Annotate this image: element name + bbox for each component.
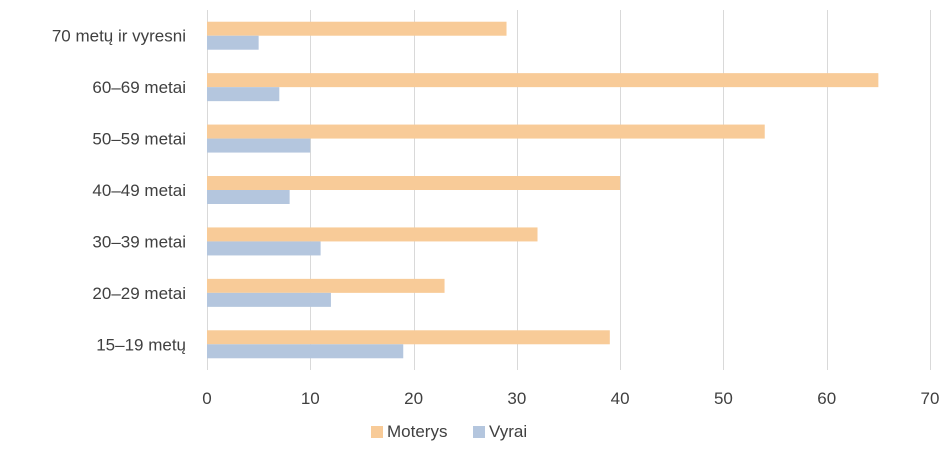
legend-label: Vyrai: [489, 422, 527, 441]
x-tick-label: 0: [202, 389, 211, 408]
bar-vyrai: [207, 344, 403, 358]
x-tick-label: 30: [507, 389, 526, 408]
x-tick-label: 70: [921, 389, 940, 408]
category-label: 30–39 metai: [92, 232, 186, 251]
bar-vyrai: [207, 241, 321, 255]
category-labels: 15–19 metų 20–29 metai 30–39 metai 40–49 me…: [52, 27, 186, 355]
bar-vyrai: [207, 36, 259, 50]
category-label: 15–19 metų: [96, 335, 186, 354]
bar-moterys: [207, 227, 538, 241]
bar-moterys: [207, 73, 878, 87]
bar-moterys: [207, 125, 765, 139]
category-label: 20–29 metai: [92, 284, 186, 303]
category-label: 50–59 metai: [92, 130, 186, 149]
bar-vyrai: [207, 87, 279, 101]
bar-moterys: [207, 176, 620, 190]
bar-moterys: [207, 22, 507, 36]
bar-vyrai: [207, 139, 310, 153]
category-label: 60–69 metai: [92, 78, 186, 97]
category-label: 70 metų ir vyresni: [52, 27, 186, 46]
bar-moterys: [207, 330, 610, 344]
bars: [207, 22, 878, 359]
x-tick-label: 60: [817, 389, 836, 408]
x-tick-label: 20: [404, 389, 423, 408]
bar-vyrai: [207, 293, 331, 307]
x-tick-label: 40: [611, 389, 630, 408]
x-tick-label: 10: [301, 389, 320, 408]
category-label: 40–49 metai: [92, 181, 186, 200]
bar-moterys: [207, 279, 445, 293]
x-tick-labels: 0 10 20 30 40 50 60 70: [202, 389, 939, 408]
legend-swatch: [473, 426, 485, 438]
legend-swatch: [371, 426, 383, 438]
legend: Moterys Vyrai: [371, 422, 527, 441]
x-tick-label: 50: [714, 389, 733, 408]
bar-vyrai: [207, 190, 290, 204]
legend-label: Moterys: [387, 422, 447, 441]
